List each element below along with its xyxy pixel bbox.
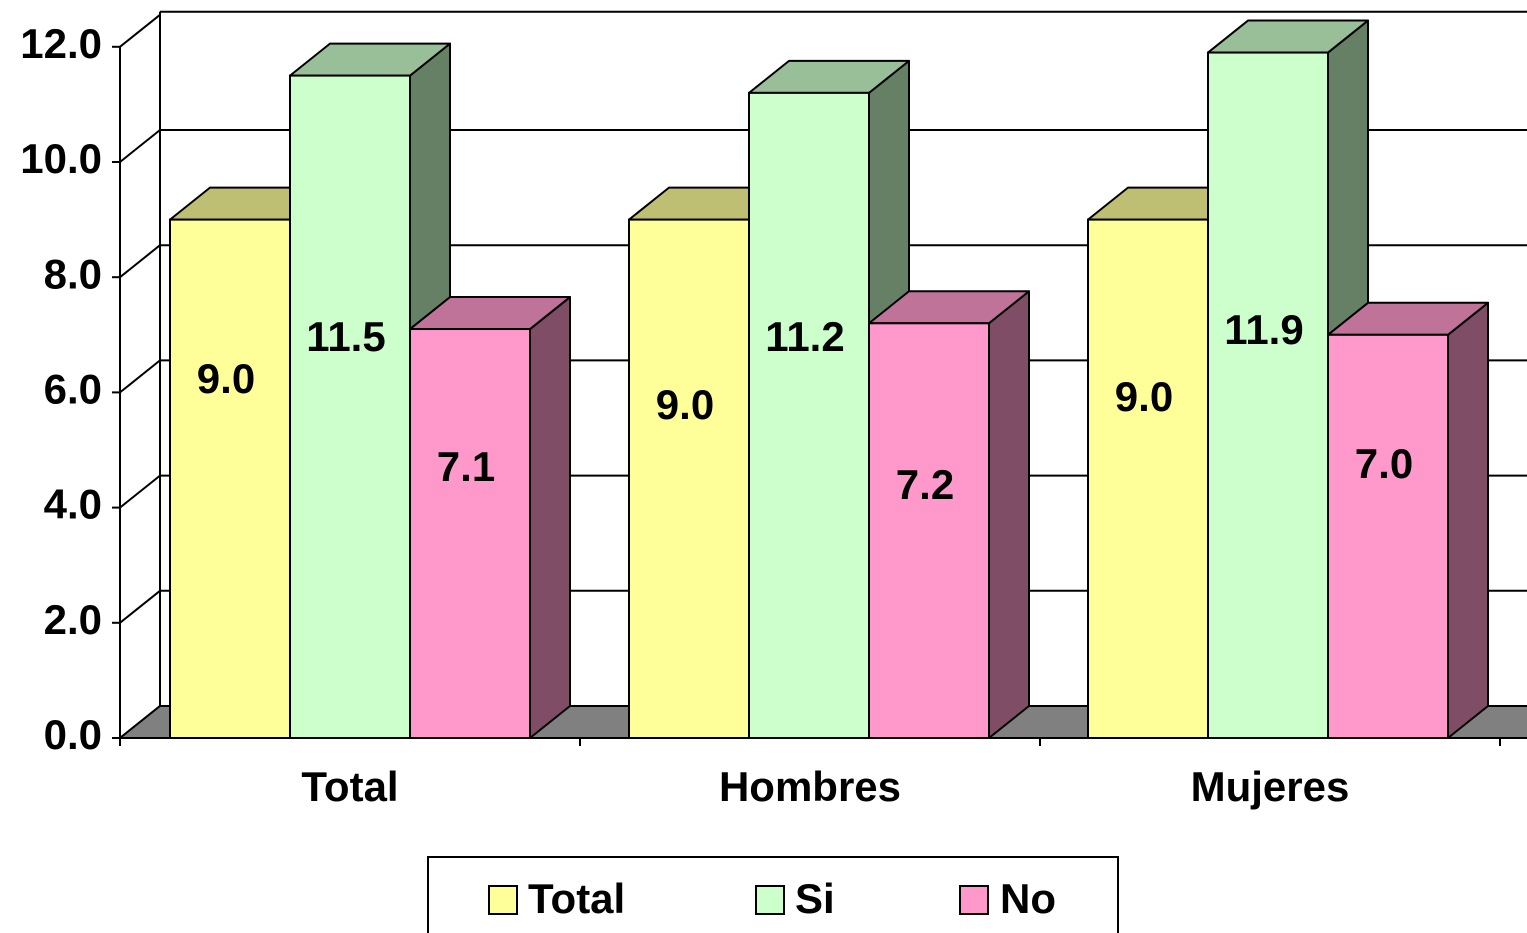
bar-no-total xyxy=(409,296,571,739)
y-tick-label: 10.0 xyxy=(20,135,102,182)
legend-label: Si xyxy=(795,875,835,922)
bar-no-hombres xyxy=(868,290,1030,739)
y-tick-label: 8.0 xyxy=(44,250,102,297)
bars xyxy=(169,19,1489,740)
y-tick-label: 6.0 xyxy=(44,365,102,412)
bar-front-face xyxy=(1327,333,1449,739)
legend-swatch-no xyxy=(959,885,989,915)
bar-side-face xyxy=(529,296,571,739)
x-category-label: Hombres xyxy=(719,763,901,810)
bar-no-mujeres xyxy=(1327,301,1489,739)
data-label: 11.5 xyxy=(306,313,385,360)
bar-front-face xyxy=(868,322,990,739)
data-label: 9.0 xyxy=(1115,373,1173,420)
x-category-label: Total xyxy=(301,763,398,810)
bar-front-face xyxy=(1207,51,1329,740)
bar-front-face xyxy=(409,328,531,739)
y-tick-label: 4.0 xyxy=(44,481,102,528)
gridline-wall-connector xyxy=(119,590,161,624)
bar-side-face xyxy=(1447,301,1489,739)
legend-swatch-total xyxy=(488,885,518,915)
data-labels: 9.0 11.5 7.1 9.0 11.2 7.2 9.0 11.9 7.0 xyxy=(197,306,1413,508)
legend-label: No xyxy=(1000,875,1056,922)
bar-side-face xyxy=(988,290,1030,739)
gridline-wall-connector xyxy=(119,359,161,394)
data-label: 7.0 xyxy=(1355,440,1413,487)
legend: Total Si No xyxy=(427,856,1119,933)
bar-front-face xyxy=(289,74,411,740)
gridline-wall-connector xyxy=(119,244,161,278)
data-label: 7.1 xyxy=(437,443,495,490)
gridline-wall-connector xyxy=(119,474,161,509)
bar-front-face xyxy=(169,218,291,740)
gridline-wall-connector xyxy=(119,14,161,48)
data-label: 11.2 xyxy=(765,313,844,360)
y-tick-label: 12.0 xyxy=(20,20,102,67)
x-category-label: Mujeres xyxy=(1191,763,1350,810)
axes: 0.0 2.0 4.0 6.0 8.0 10.0 12.0 Total Hombres Mujer… xyxy=(20,20,1501,810)
bar-front-face xyxy=(628,218,750,740)
legend-swatch-si xyxy=(755,885,785,915)
data-label: 9.0 xyxy=(656,381,714,428)
bar-front-face xyxy=(748,91,870,739)
y-tick-label: 2.0 xyxy=(44,596,102,643)
data-label: 7.2 xyxy=(896,461,954,508)
data-label: 11.9 xyxy=(1224,306,1303,353)
gridline-wall-connector xyxy=(119,129,161,163)
data-label: 9.0 xyxy=(197,355,255,402)
bar-front-face xyxy=(1087,218,1209,740)
legend-label: Total xyxy=(528,875,625,922)
y-tick-label: 0.0 xyxy=(44,711,102,758)
